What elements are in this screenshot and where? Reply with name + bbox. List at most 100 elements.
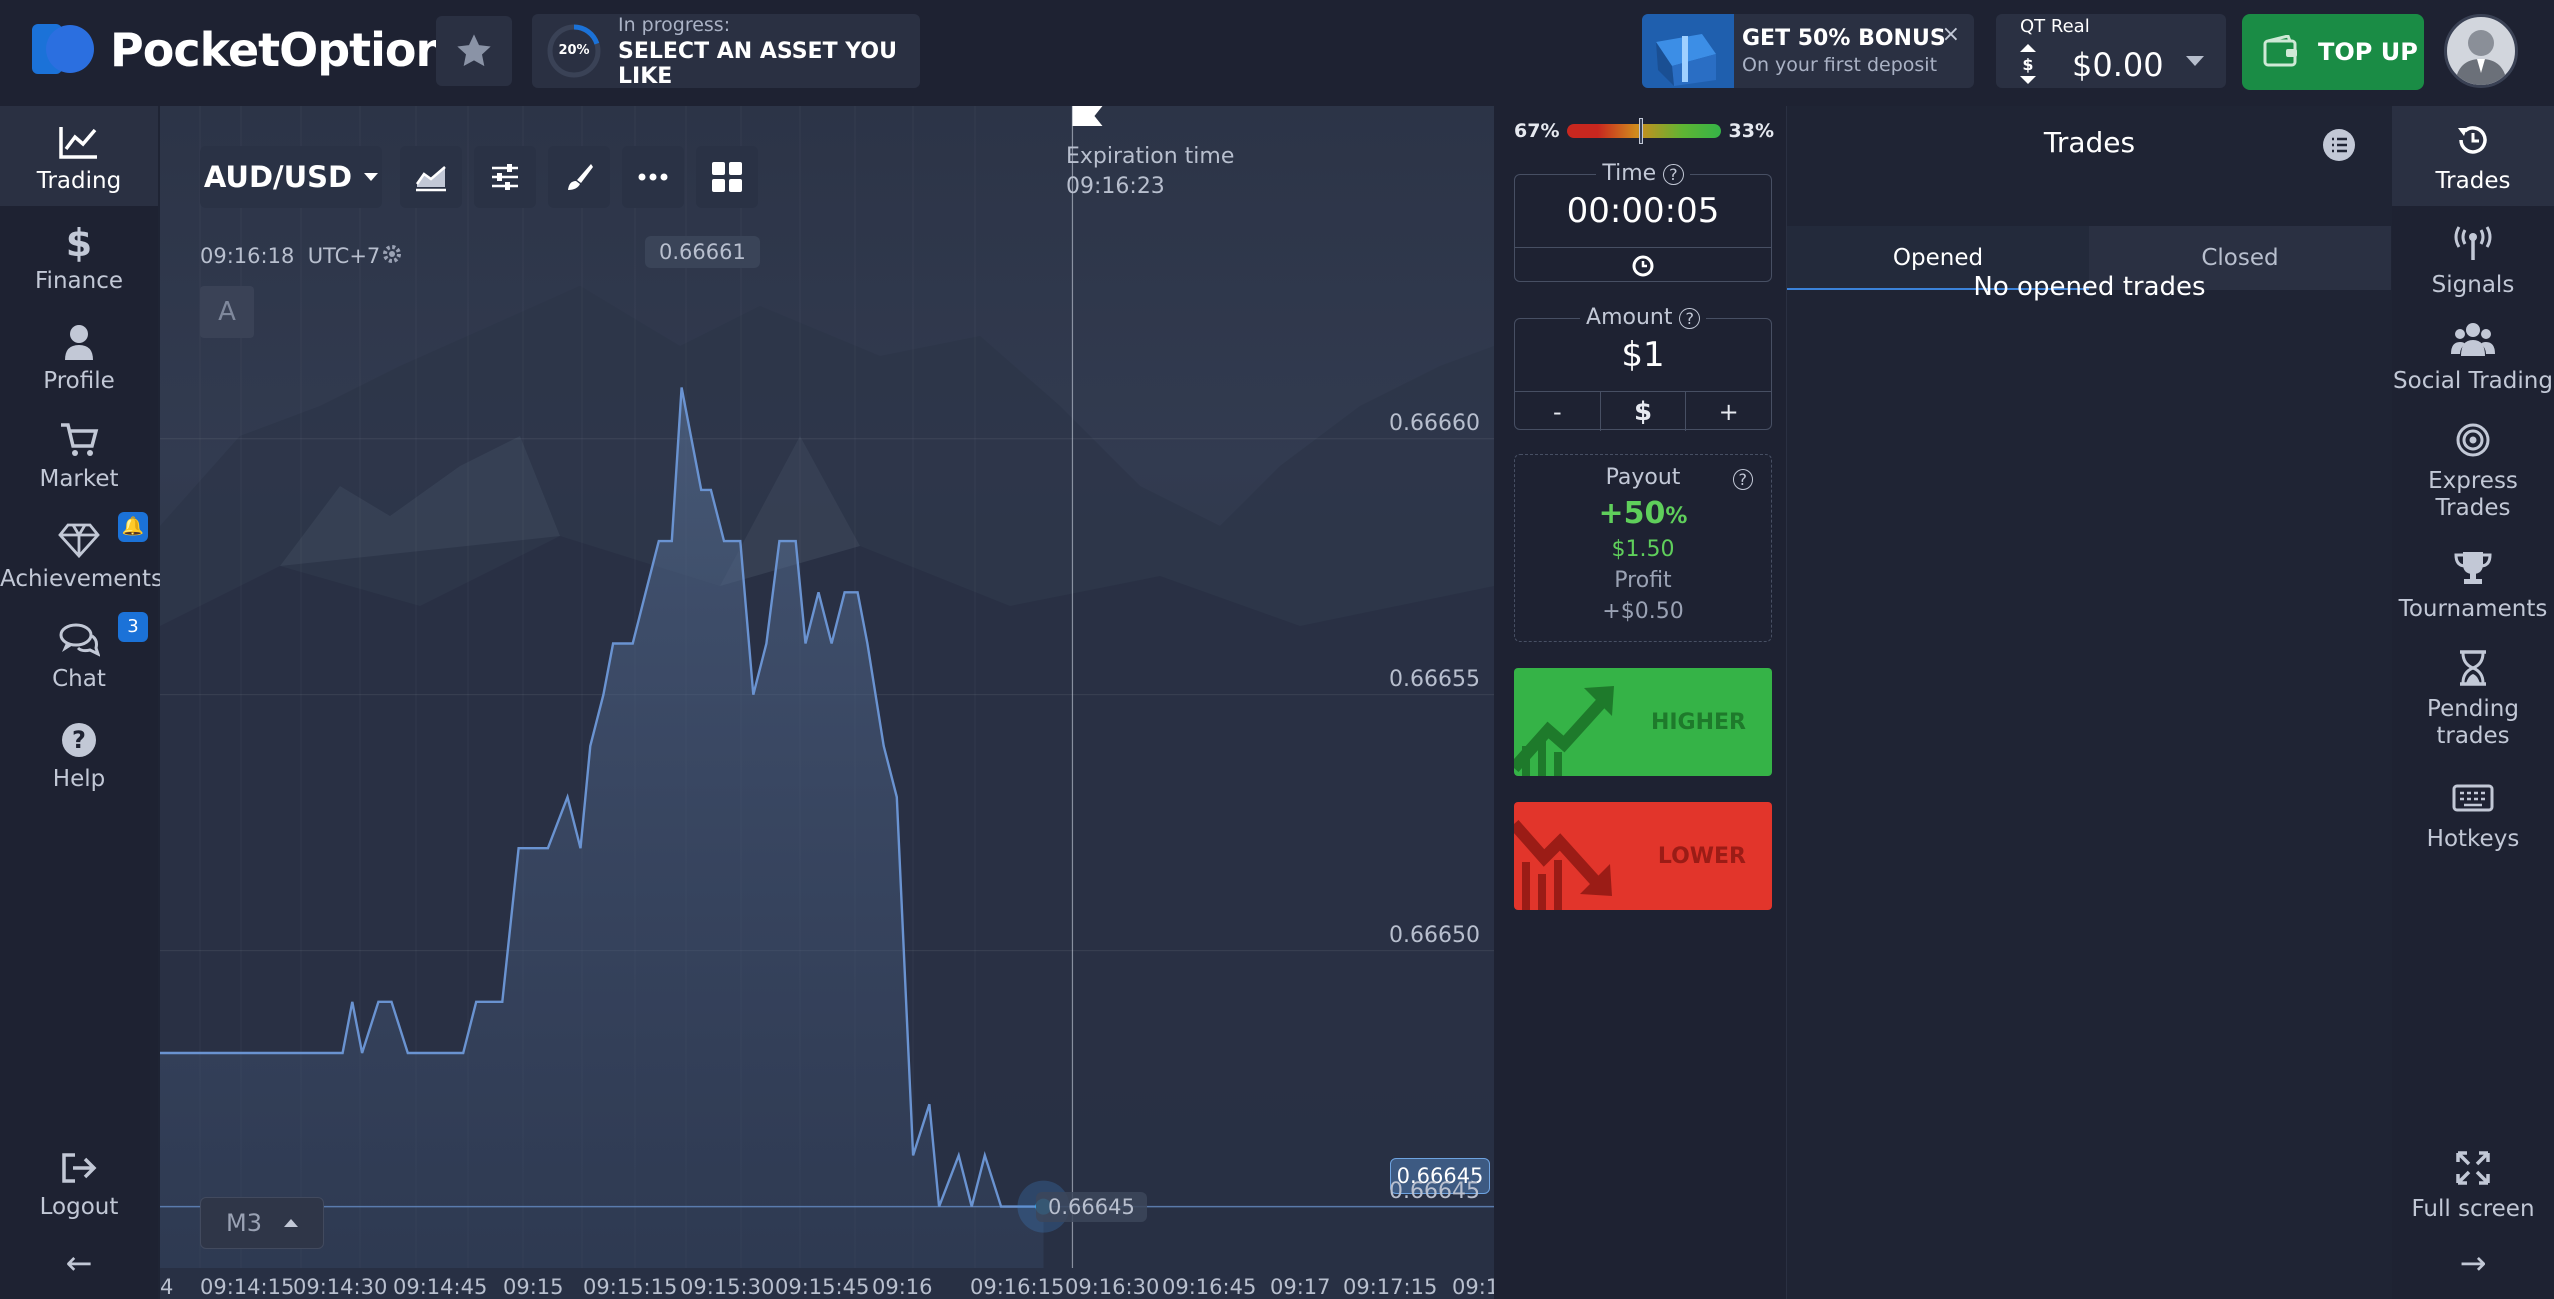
empty-trades-message: No opened trades <box>1973 272 2206 302</box>
nav-hotkeys[interactable]: Hotkeys <box>2392 778 2554 852</box>
history-icon <box>2392 120 2554 160</box>
nav-hotkeys-label: Hotkeys <box>2426 826 2520 852</box>
bonus-title: GET 50% BONUS <box>1742 26 1946 51</box>
time-mode-toggle[interactable] <box>1515 247 1771 283</box>
right-sidebar: Trades Signals Social Trading Express Tr… <box>2392 106 2554 1299</box>
nav-chat[interactable]: Chat 3 <box>0 612 158 692</box>
layout-button[interactable] <box>696 146 758 208</box>
amount-field[interactable]: Amount ? $1 - $ + <box>1514 305 1772 431</box>
nav-profile[interactable]: Profile <box>0 322 158 394</box>
time-tick-label: 09:15:30 <box>680 1275 775 1299</box>
nav-tournaments[interactable]: Tournaments <box>2392 548 2554 622</box>
logout-icon <box>0 1148 158 1188</box>
chart-type-button[interactable] <box>400 146 462 208</box>
progress-ring: 20% <box>546 23 602 79</box>
indicators-button[interactable] <box>474 146 536 208</box>
avatar[interactable] <box>2444 14 2518 88</box>
amount-label: Amount ? <box>1515 305 1771 330</box>
drawings-button[interactable] <box>548 146 610 208</box>
logo[interactable]: PocketOption <box>30 22 448 77</box>
lower-button[interactable]: LOWER <box>1514 802 1772 910</box>
arrow-up-chart-icon <box>1514 686 1614 776</box>
nav-help-label: Help <box>52 766 106 792</box>
list-icon[interactable] <box>2322 128 2356 166</box>
time-tick-label: 09:15 <box>503 1275 564 1299</box>
trade-panel: 67% 33% Time ? 00:00:05 Amount ? $1 - $ … <box>1494 106 1786 1299</box>
close-icon[interactable]: × <box>1941 22 1960 47</box>
area-chart-icon <box>415 166 446 192</box>
time-tick-label: 09:16:15 <box>970 1275 1065 1299</box>
currency-toggle-button[interactable]: $ <box>1601 392 1687 431</box>
time-value[interactable]: 00:00:05 <box>1566 191 1720 231</box>
trophy-icon <box>2392 548 2554 588</box>
sentiment-up: 67% <box>1514 120 1560 142</box>
nav-social-trading[interactable]: Social Trading <box>2392 320 2554 394</box>
nav-social-trading-label: Social Trading <box>2393 368 2553 394</box>
top-up-button[interactable]: TOP UP <box>2242 14 2424 90</box>
nav-signals[interactable]: Signals <box>2392 224 2554 298</box>
keyboard-icon <box>2392 778 2554 818</box>
collapse-sidebar-button[interactable]: ← <box>0 1244 158 1282</box>
time-field[interactable]: Time ? 00:00:05 <box>1514 161 1772 283</box>
time-tick-label: 09:17:15 <box>1343 1275 1438 1299</box>
sliders-icon <box>492 164 518 190</box>
bonus-subtitle: On your first deposit <box>1742 54 1938 76</box>
nav-pending-trades[interactable]: Pending trades <box>2392 648 2554 750</box>
more-button[interactable] <box>622 146 684 208</box>
time-tick-label: 09:16:30 <box>1065 1275 1160 1299</box>
amount-value[interactable]: $1 <box>1621 335 1665 375</box>
dollar-icon: $ <box>0 222 158 262</box>
payout-amount: $1.50 <box>1611 537 1675 562</box>
nav-trading[interactable]: Trading <box>0 106 158 206</box>
chart-line-icon <box>0 122 158 162</box>
grid-icon <box>712 162 742 192</box>
nav-market[interactable]: Market <box>0 420 158 492</box>
trades-title: Trades <box>2043 126 2136 159</box>
achievements-badge: 🔔 <box>118 512 148 542</box>
onboarding-progress[interactable]: 20% In progress: SELECT AN ASSET YOU LIK… <box>532 14 920 89</box>
nav-achievements[interactable]: Achievements 🔔 <box>0 512 163 592</box>
asset-selector[interactable]: AUD/USD <box>200 146 382 208</box>
chart-time: 09:16:18 <box>200 244 295 268</box>
nav-express-trades-label: Express Trades <box>2428 468 2518 521</box>
price-tick-label: 0.66645 <box>1389 1178 1480 1204</box>
logout-button[interactable]: Logout <box>0 1148 158 1220</box>
higher-button[interactable]: HIGHER <box>1514 668 1772 776</box>
brush-icon <box>568 164 593 190</box>
account-selector[interactable]: QT Real $ $0.00 <box>1996 14 2226 88</box>
price-line <box>160 387 1044 1208</box>
auto-scale-button[interactable]: A <box>200 286 254 338</box>
trades-panel: Trades Opened Closed No opened trades <box>1786 106 2392 1299</box>
favorites-button[interactable] <box>436 16 512 86</box>
expiration-label: Expiration time <box>1066 144 1235 169</box>
info-icon: ? <box>1663 164 1684 185</box>
help-icon: ? <box>0 720 158 760</box>
expand-sidebar-button[interactable]: → <box>2392 1244 2554 1282</box>
payout-percent: +50% <box>1598 496 1688 531</box>
users-icon <box>2392 320 2554 360</box>
bonus-banner[interactable]: GET 50% BONUS On your first deposit × <box>1642 14 1974 88</box>
amount-minus-button[interactable]: - <box>1515 392 1601 431</box>
amount-plus-button[interactable]: + <box>1718 398 1739 426</box>
timeframe-button[interactable]: M3 <box>200 1197 324 1249</box>
higher-label: HIGHER <box>1650 710 1746 735</box>
time-tick-label: 09:16:45 <box>1162 1275 1257 1299</box>
svg-text:$: $ <box>66 222 92 262</box>
gear-icon[interactable] <box>380 242 404 270</box>
nav-express-trades[interactable]: Express Trades <box>2392 420 2554 522</box>
tab-closed[interactable]: Closed <box>2089 226 2391 290</box>
time-tick-label: 09:14:30 <box>293 1275 388 1299</box>
low-price-label: 0.66645 <box>1036 1192 1147 1222</box>
logout-label: Logout <box>39 1194 119 1220</box>
tab-opened[interactable]: Opened <box>1787 226 2089 290</box>
profit-value: +$0.50 <box>1602 599 1684 624</box>
info-icon[interactable]: ? <box>1732 469 1753 490</box>
svg-text:$: $ <box>2022 55 2033 74</box>
nav-help[interactable]: ? Help <box>0 720 158 792</box>
nav-finance[interactable]: $ Finance <box>0 222 158 294</box>
profit-label: Profit <box>1614 568 1672 593</box>
nav-trades[interactable]: Trades <box>2392 106 2554 206</box>
price-chart[interactable]: AUD/USD 09:16:18 UTC+7 A 0.66661 0.66645… <box>160 106 1494 1299</box>
fullscreen-button[interactable]: Full screen <box>2392 1148 2554 1222</box>
current-price-tag: 0.66645 <box>1390 1158 1490 1194</box>
